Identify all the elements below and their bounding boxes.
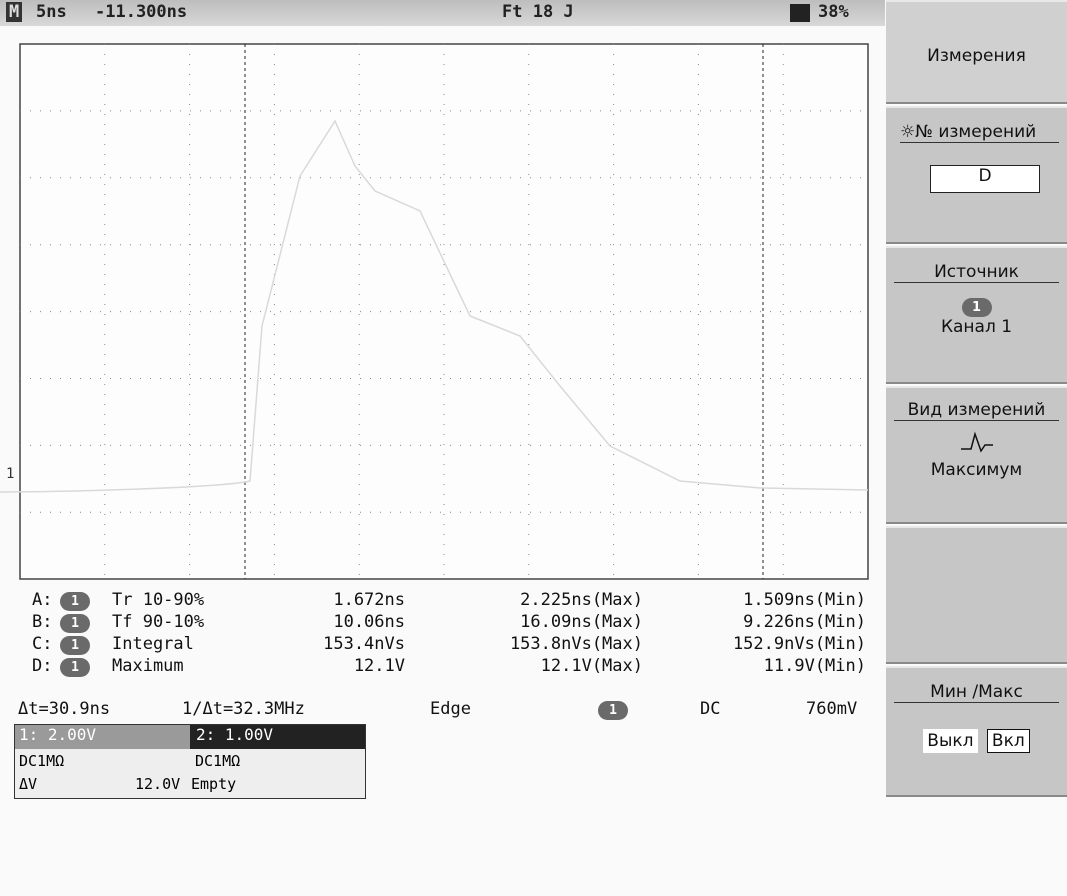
- channel-badge: 1: [60, 636, 90, 655]
- ch2-coupling: DC1MΩ: [195, 752, 240, 770]
- on-option[interactable]: Вкл: [987, 729, 1030, 753]
- measurement-min: 152.9nVs(Min): [733, 634, 866, 654]
- ch1-scale: 1: 2.00V: [15, 725, 190, 749]
- battery-level: 38%: [818, 2, 849, 22]
- measurement-min: 11.9V(Min): [764, 656, 866, 676]
- pulse-icon: [957, 429, 997, 455]
- timebase: 5ns: [36, 2, 67, 22]
- measurement-source: 1: [60, 591, 90, 611]
- measurement-current: 153.4nVs: [323, 634, 405, 654]
- channel-marker: 1: [6, 466, 14, 482]
- channel-badge: 1: [60, 658, 90, 677]
- menu-number[interactable]: ☼№ измерений D: [886, 106, 1067, 244]
- measurement-max: 12.1V(Max): [541, 656, 643, 676]
- oscilloscope-screen: M 5ns -11.300ns Ft 18 J 38% 1 A: 1 Tr 10-9…: [0, 0, 1067, 797]
- channel-info: 1: 2.00V 2: 1.00V DC1MΩ DC1MΩ ΔV 12.0V E…: [14, 724, 366, 799]
- measurement-source: 1: [60, 613, 90, 633]
- measurement-min: 1.509ns(Min): [743, 590, 866, 610]
- off-option[interactable]: Выкл: [923, 729, 977, 753]
- menu-source[interactable]: Источник 1 Канал 1: [886, 246, 1067, 384]
- measurement-slot: C:: [32, 634, 52, 654]
- measurement-slot: A:: [32, 590, 52, 610]
- ch1-coupling: DC1MΩ: [19, 752, 64, 770]
- menu-type[interactable]: Вид измерений Максимум: [886, 386, 1067, 524]
- channel-badge: 1: [60, 614, 90, 633]
- delta-v-value: 12.0V: [135, 775, 180, 793]
- measurement-current: 1.672ns: [333, 590, 405, 610]
- delta-v-label: ΔV: [19, 775, 37, 793]
- time-offset: -11.300ns: [95, 2, 187, 22]
- channel-badge: 1: [598, 701, 628, 720]
- number-label: ☼№ измерений: [900, 122, 1067, 142]
- measurement-min: 9.226ns(Min): [743, 612, 866, 632]
- measurement-slot: B:: [32, 612, 52, 632]
- source-value: Канал 1: [886, 317, 1067, 337]
- channel-badge: 1: [60, 592, 90, 611]
- measurement-name: Integral: [112, 634, 194, 654]
- trigger-level: 760mV: [806, 699, 857, 719]
- trigger-type: Edge: [430, 699, 471, 719]
- graticule: 1: [0, 26, 885, 586]
- menu-title: Измерения: [886, 0, 1067, 104]
- menu-minmax[interactable]: Мин /Макс Выкл Вкл: [886, 666, 1067, 797]
- measurement-source: 1: [60, 657, 90, 677]
- source-badge: 1: [962, 298, 992, 317]
- measurement-name: Tr 10-90%: [112, 590, 204, 610]
- trigger-status: Ft 18 J: [502, 2, 574, 22]
- type-value: Максимум: [886, 460, 1067, 480]
- measurement-max: 153.8nVs(Max): [510, 634, 643, 654]
- trigger-coupling: DC: [700, 699, 720, 719]
- ch2-state: Empty: [191, 775, 236, 793]
- measurement-current: 10.06ns: [333, 612, 405, 632]
- mode-icon: M: [6, 2, 22, 22]
- measurement-name: Tf 90-10%: [112, 612, 204, 632]
- trigger-source: 1: [598, 700, 628, 720]
- battery-icon: [790, 4, 810, 22]
- delta-t: Δt=30.9ns: [18, 699, 110, 719]
- number-label-text: № измерений: [915, 122, 1036, 142]
- measurement-source: 1: [60, 635, 90, 655]
- measurement-max: 16.09ns(Max): [520, 612, 643, 632]
- measurement-name: Maximum: [112, 656, 184, 676]
- measurement-max: 2.225ns(Max): [520, 590, 643, 610]
- measurement-slot: D:: [32, 656, 52, 676]
- ch2-scale: 2: 1.00V: [190, 725, 365, 749]
- menu-title-text: Измерения: [927, 46, 1026, 66]
- measurement-current: 12.1V: [354, 656, 405, 676]
- menu-empty: [886, 526, 1067, 664]
- inverse-delta-t: 1/Δt=32.3MHz: [182, 699, 305, 719]
- source-label: Источник: [886, 262, 1067, 282]
- minmax-label: Мин /Макс: [886, 682, 1067, 702]
- type-label: Вид измерений: [886, 400, 1067, 420]
- number-value: D: [930, 165, 1040, 193]
